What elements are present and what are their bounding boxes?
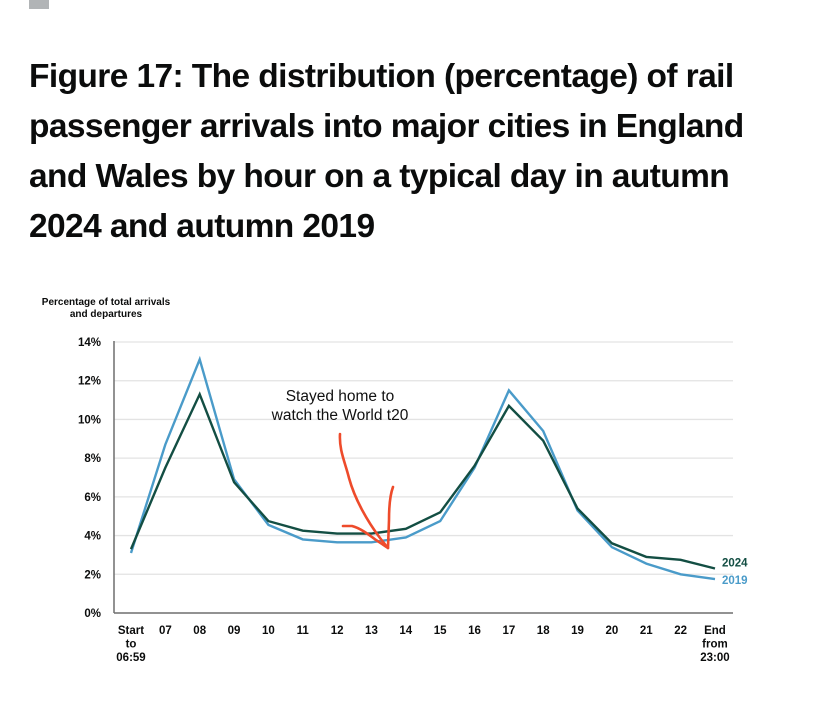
x-tick-label: 20 <box>606 625 619 637</box>
x-tick-label: 11 <box>297 625 310 637</box>
y-tick-label: 4% <box>84 531 101 543</box>
figure-title: Figure 17: The distribution (percentage)… <box>29 58 744 245</box>
x-tick-label: 08 <box>193 625 206 637</box>
annotation-arrow-stroke <box>338 432 390 550</box>
x-axis-ticks: Start to 06:59 07 08 09 10 11 12 13 14 15 16 17 18 19 20… <box>116 625 729 664</box>
y-axis-title-line-1: Percentage of total arrivals <box>42 297 171 308</box>
annotation-text-line-1: Stayed home to <box>286 388 395 405</box>
x-tick-label: 16 <box>468 625 481 637</box>
x-tick-label: 09 <box>228 625 241 637</box>
x-tick-label: 10 <box>262 625 275 637</box>
x-tick-label: 15 <box>434 625 447 637</box>
y-tick-label: 0% <box>84 608 101 620</box>
gridlines <box>114 341 733 575</box>
annotation-arrow-stroke <box>341 485 395 550</box>
x-tick-label: 07 <box>159 625 172 637</box>
series-label-2019: 2019 <box>722 575 748 587</box>
x-tick-label: 14 <box>399 625 412 637</box>
top-marker <box>29 0 49 9</box>
y-tick-label: 10% <box>78 414 101 426</box>
annotation-arrow-icon <box>338 432 395 550</box>
x-tick-label: 21 <box>640 625 653 637</box>
series-labels: 2019 2024 <box>722 557 748 587</box>
y-tick-label: 6% <box>84 492 101 504</box>
x-tick-label: 22 <box>674 625 687 637</box>
x-tick-label: Start to 06:59 <box>116 625 145 664</box>
y-tick-label: 8% <box>84 453 101 465</box>
axes <box>113 341 733 614</box>
x-tick-label: 18 <box>537 625 550 637</box>
x-tick-label: 17 <box>502 625 515 637</box>
annotation-text-line-2: watch the World t20 <box>271 407 409 424</box>
x-tick-label: End from 23:00 <box>700 625 729 664</box>
series-line-2019 <box>129 355 716 581</box>
x-tick-label: 12 <box>331 625 344 637</box>
series-lines <box>129 355 716 581</box>
y-tick-label: 12% <box>78 376 101 388</box>
y-tick-label: 14% <box>78 337 101 349</box>
x-tick-label: 19 <box>571 625 584 637</box>
x-tick-label: 13 <box>365 625 378 637</box>
y-tick-label: 2% <box>84 569 101 581</box>
y-axis-ticks: 0% 2% 4% 6% 8% 10% 12% 14% <box>78 337 101 620</box>
series-label-2024: 2024 <box>722 557 748 569</box>
series-line-2024 <box>129 391 716 570</box>
y-axis-title-line-2: and departures <box>70 309 143 320</box>
